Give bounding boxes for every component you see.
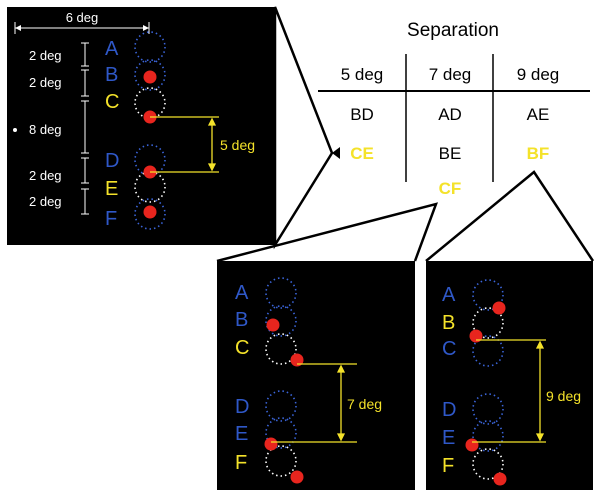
br-circle-b [472, 307, 504, 339]
cell-ae: AE [527, 105, 550, 124]
br-letter-d: D [442, 399, 456, 421]
br-circle-f [472, 448, 504, 480]
col-header-9: 9 deg [517, 65, 560, 84]
separation-label-7: 7 deg [347, 396, 382, 412]
br-red-dot-c [469, 329, 483, 343]
bl-circle-a [265, 277, 297, 309]
panel-7deg-svg: A B C D E F 7 deg [235, 277, 382, 484]
panel-9deg-svg: A B C D E F 9 deg [442, 279, 581, 486]
main-layout-svg: 6 deg 2 deg 2 deg 8 deg 2 deg 2 deg A B … [13, 10, 255, 230]
connector-main [273, 6, 334, 250]
circle-f [134, 198, 166, 230]
red-dot-f [143, 205, 157, 219]
letter-a: A [105, 38, 119, 60]
circle-b [134, 59, 166, 91]
connector-bottom-right [425, 170, 595, 262]
bl-letter-f: F [235, 452, 247, 474]
col-header-7: 7 deg [429, 65, 472, 84]
bl-red-dot-f [290, 470, 304, 484]
connector-bottom-left [216, 202, 438, 263]
bl-letter-c: C [235, 337, 249, 359]
gap-label-4: 2 deg [29, 168, 62, 183]
bl-letter-e: E [235, 423, 248, 445]
br-letter-a: A [442, 284, 456, 306]
gap-label-2: 2 deg [29, 75, 62, 90]
br-letter-c: C [442, 338, 456, 360]
br-letter-b: B [442, 312, 455, 334]
letter-e: E [105, 178, 118, 200]
br-circle-d [472, 393, 504, 425]
gap-label-5: 2 deg [29, 194, 62, 209]
callout-pointer-main [332, 147, 340, 159]
table-title: Separation [407, 20, 499, 41]
letter-f: F [105, 208, 117, 230]
bl-red-dot-c [290, 353, 304, 367]
cell-ad: AD [438, 105, 462, 124]
bl-circle-f [265, 445, 297, 477]
bl-red-dot-b [266, 318, 280, 332]
letter-b: B [105, 64, 118, 86]
bullet-dot [13, 128, 17, 132]
panel-7deg: A B C D E F 7 deg [217, 261, 415, 490]
cell-ce: CE [350, 144, 374, 163]
br-circle-c [472, 335, 504, 367]
cell-be: BE [439, 144, 462, 163]
gap-label-3: 8 deg [29, 122, 62, 137]
cell-bf: BF [527, 144, 550, 163]
separation-table: Separation 5 deg 7 deg 9 deg BD CE AD BE… [318, 12, 590, 202]
cell-cf: CF [439, 179, 462, 198]
cell-bd: BD [350, 105, 374, 124]
separation-table-svg: Separation 5 deg 7 deg 9 deg BD CE AD BE… [318, 20, 590, 198]
bl-circle-e [265, 417, 297, 449]
br-red-dot-e [465, 438, 479, 452]
br-red-dot-b [492, 301, 506, 315]
col-header-5: 5 deg [341, 65, 384, 84]
bl-circle-b [265, 305, 297, 337]
red-dot-b [143, 70, 157, 84]
bl-red-dot-e [264, 437, 278, 451]
separation-label-main: 5 deg [220, 137, 255, 153]
br-circle-a [472, 279, 504, 311]
letter-d: D [105, 150, 119, 172]
bl-circle-d [265, 390, 297, 422]
bl-letter-b: B [235, 309, 248, 331]
circle-e [134, 171, 166, 203]
br-circle-e [472, 420, 504, 452]
br-letter-e: E [442, 427, 455, 449]
bl-letter-d: D [235, 396, 249, 418]
main-layout-panel: 6 deg 2 deg 2 deg 8 deg 2 deg 2 deg A B … [7, 7, 275, 245]
br-red-dot-f [493, 472, 507, 486]
letter-c: C [105, 91, 119, 113]
br-letter-f: F [442, 455, 454, 477]
separation-label-9: 9 deg [546, 388, 581, 404]
width-label: 6 deg [66, 10, 99, 25]
circle-a [134, 31, 166, 63]
bl-letter-a: A [235, 282, 249, 304]
panel-9deg: A B C D E F 9 deg [426, 261, 593, 490]
gap-label-1: 2 deg [29, 48, 62, 63]
bl-circle-c [265, 333, 297, 365]
